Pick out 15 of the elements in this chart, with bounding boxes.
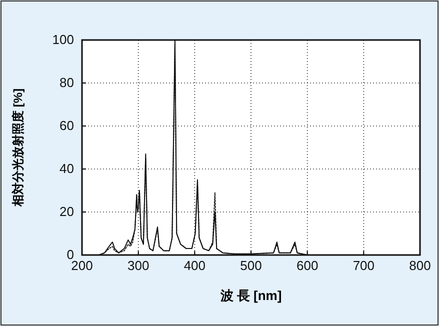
x-tick-label: 300 [127, 258, 150, 274]
y-tick-label: 0 [66, 247, 74, 262]
y-tick-label: 60 [60, 118, 74, 134]
y-tick-label: 100 [52, 32, 74, 48]
x-tick-label: 700 [352, 258, 375, 274]
x-tick-label: 400 [184, 258, 206, 274]
x-axis-title: 波 長 [nm] [219, 288, 282, 303]
y-tick-label: 40 [60, 161, 74, 176]
x-tick-label: 800 [409, 258, 431, 274]
y-tick-label: 20 [60, 204, 74, 220]
x-tick-label: 200 [71, 258, 93, 274]
y-axis-title: 相対分光放射照度 [%] [11, 88, 25, 208]
x-tick-label: 600 [296, 258, 318, 274]
x-tick-label: 500 [240, 258, 262, 274]
y-tick-label: 80 [60, 75, 74, 90]
